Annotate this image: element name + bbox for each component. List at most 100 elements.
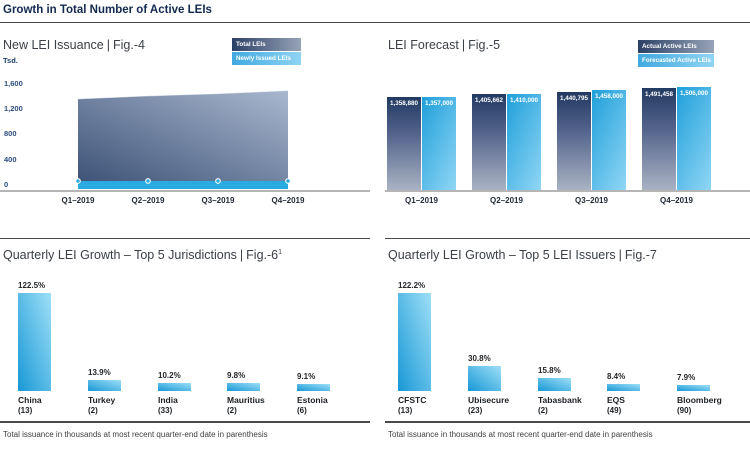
count-label: (6)	[297, 406, 307, 415]
bar-value-label: 1,440,795	[559, 94, 588, 102]
fig-number: Fig.-7	[624, 248, 657, 262]
x-tick: Q2–2019	[131, 196, 165, 205]
x-tick: Q1–2019	[405, 196, 438, 205]
bar-value-label: 1,491,458	[644, 91, 673, 98]
bar-actual-q2–2019: 1,405,662	[472, 93, 506, 190]
bar-india	[158, 382, 191, 391]
chart-title-text: LEI Forecast	[388, 38, 459, 52]
category-label: Ubisecure	[468, 395, 510, 405]
category-label: CFSTC	[398, 395, 427, 405]
footnote: Total issuance in thousands at most rece…	[385, 421, 750, 439]
y-axis-unit: Tsd.	[3, 56, 18, 65]
y-tick: 1,200	[4, 103, 23, 113]
legend: Actual Active LEIs Forecasted Active LEI…	[638, 40, 714, 67]
fig-number: Fig.-4	[113, 38, 145, 52]
legend-total-leis: Total LEIs	[232, 38, 301, 51]
y-tick: 0	[4, 180, 9, 189]
chart-lei-forecast: LEI Forecast | Fig.-5 Actual Active LEIs F…	[385, 28, 750, 233]
footnote-text: Total issuance in thousands at most rece…	[388, 430, 653, 439]
total-leis-area-edge	[77, 89, 289, 100]
x-tick: Q3–2019	[201, 196, 235, 205]
x-tick: Q2–2019	[490, 196, 523, 205]
chart-top5-lei-issuers: Quarterly LEI Growth – Top 5 LEI Issuers…	[385, 238, 750, 464]
percent-label: 15.8%	[538, 366, 561, 376]
marker-dot	[285, 178, 291, 184]
bar-value-label: 1,410,000	[509, 96, 538, 104]
bar-forecast-q4–2019: 1,506,000	[677, 87, 711, 190]
bar-value-label: 1,506,000	[679, 90, 708, 97]
count-label: (13)	[18, 406, 33, 415]
bar-actual-q3–2019: 1,440,795	[557, 91, 591, 190]
count-label: (49)	[607, 406, 622, 415]
page-title: Growth in Total Number of Active LEIs	[3, 4, 212, 16]
category-label: Bloomberg	[677, 395, 722, 405]
footnote: Total issuance in thousands at most rece…	[0, 421, 370, 439]
bar-value-label: 1,357,000	[424, 100, 453, 108]
y-tick: 400	[4, 154, 17, 164]
legend: Total LEIs Newly Issued LEIs	[232, 38, 301, 65]
chart-title-text: Quarterly LEI Growth – Top 5 Jurisdictio…	[3, 248, 237, 262]
fig-number: Fig.-6	[246, 248, 279, 262]
bar-forecast-q3–2019: 1,458,000	[592, 90, 626, 190]
count-label: (2)	[538, 406, 548, 415]
percent-label: 7.9%	[677, 372, 696, 382]
bar-value-label: 1,358,880	[389, 100, 418, 108]
x-tick: Q4–2019	[271, 196, 305, 205]
bar-actual-q1–2019: 1,358,880	[387, 97, 421, 190]
percent-label: 10.2%	[158, 370, 181, 380]
bar-bloomberg	[677, 384, 710, 391]
category-label: China	[18, 395, 42, 405]
bar-estonia	[297, 383, 330, 391]
category-label: Mauritius	[227, 395, 265, 405]
x-tick: Q1–2019	[61, 196, 95, 205]
chart-title: Quarterly LEI Growth – Top 5 LEI Issuers…	[388, 248, 657, 262]
bar-tabasbank	[538, 378, 571, 391]
count-label: (90)	[677, 406, 692, 415]
bar-ubisecure	[468, 366, 501, 391]
bar-eqs	[607, 384, 640, 391]
count-label: (33)	[158, 406, 173, 415]
total-leis-area	[78, 90, 288, 185]
legend-forecasted-active-leis: Forecasted Active LEIs	[638, 54, 714, 67]
marker-dot	[75, 178, 81, 184]
count-label: (13)	[398, 406, 413, 415]
percent-label: 9.1%	[297, 371, 316, 381]
marker-dot	[145, 178, 151, 184]
bar-turkey	[88, 379, 121, 391]
count-label: (2)	[88, 406, 98, 415]
percent-label: 8.4%	[607, 372, 626, 382]
percent-label: 122.5%	[18, 281, 46, 290]
newly-issued-leis-band	[78, 181, 288, 189]
chart-title-text: New LEI Issuance	[3, 38, 104, 52]
fig-number: Fig.-5	[468, 38, 501, 52]
category-label: Estonia	[297, 395, 328, 405]
count-label: (2)	[227, 406, 237, 415]
title-separator: |	[239, 248, 244, 262]
percent-label: 13.9%	[88, 367, 111, 377]
title-separator: |	[106, 38, 110, 52]
x-tick: Q4–2019	[660, 196, 693, 205]
legend-newly-issued-leis: Newly Issued LEIs	[232, 52, 301, 65]
bar-forecast-q2–2019: 1,410,000	[507, 93, 541, 190]
chart-title: Quarterly LEI Growth – Top 5 Jurisdictio…	[3, 248, 282, 262]
chart-top5-jurisdictions: Quarterly LEI Growth – Top 5 Jurisdictio…	[0, 238, 370, 464]
percent-label: 9.8%	[227, 371, 246, 381]
bar-value-label: 1,458,000	[594, 93, 623, 101]
area-series-canvas	[75, 89, 291, 189]
chart-title: LEI Forecast | Fig.-5	[388, 38, 500, 52]
x-tick: Q3–2019	[575, 196, 608, 205]
category-label: Tabasbank	[538, 395, 582, 405]
category-label: EQS	[607, 395, 625, 405]
title-separator: |	[618, 248, 622, 262]
marker-dot	[215, 178, 221, 184]
title-divider	[0, 22, 750, 23]
x-axis-line	[385, 190, 750, 192]
bar-china	[18, 293, 51, 391]
chart-title-text: Quarterly LEI Growth – Top 5 LEI Issuers	[388, 248, 616, 262]
bar-value-label: 1,405,662	[474, 96, 503, 104]
bar-mauritius	[227, 383, 260, 391]
category-label: India	[158, 395, 178, 405]
category-label: Turkey	[88, 395, 116, 405]
bar-forecast-q1–2019: 1,357,000	[422, 97, 456, 190]
